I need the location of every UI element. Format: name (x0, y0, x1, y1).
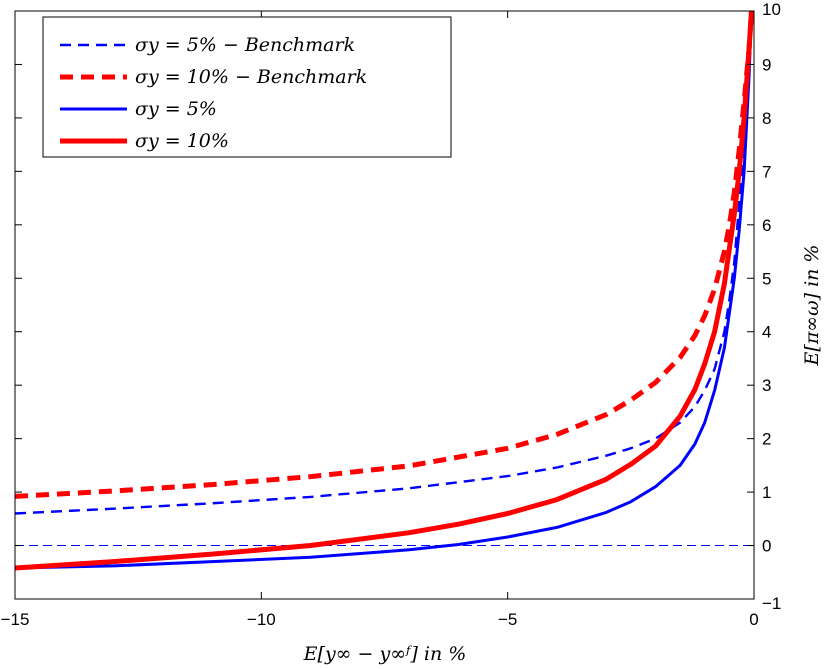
y-tick-label: 4 (762, 323, 771, 342)
series-layer (15, 11, 754, 571)
x-tick-label: −15 (1, 610, 30, 629)
y-tick-label: 6 (762, 216, 771, 235)
x-tick-label: 0 (749, 610, 758, 629)
y-axis-label: E[π∞ω] in % (801, 245, 823, 367)
x-tick-label: −10 (247, 610, 276, 629)
y-tick-label: 8 (762, 109, 771, 128)
y-tick-label: 7 (762, 162, 771, 181)
y-tick-label: 3 (762, 376, 771, 395)
y-tick-label: 2 (762, 430, 771, 449)
y-tick-label: 0 (762, 537, 771, 556)
y-tick-label: 9 (762, 55, 771, 74)
y-tick-label: −1 (762, 594, 781, 613)
plot-area (15, 11, 754, 571)
series-line-4 (15, 11, 754, 571)
series-line-3 (15, 11, 753, 570)
legend-label-4: σy = 10% (135, 130, 229, 152)
y-tick-label: 5 (762, 269, 771, 288)
legend-label-2: σy = 10% − Benchmark (135, 66, 367, 88)
legend-label-1: σy = 5% − Benchmark (135, 34, 355, 56)
series-line-1 (15, 11, 753, 515)
legend-label-3: σy = 5% (135, 98, 217, 120)
x-axis-label: E[y∞ − y∞ᶠ] in % (303, 643, 467, 665)
plot-frame (14, 10, 755, 600)
legend-box (42, 16, 452, 158)
series-line-2 (15, 11, 754, 499)
x-tick-label: −5 (498, 610, 517, 629)
y-tick-label: 10 (762, 0, 781, 19)
legend: σy = 5% − Benchmark σy = 10% − Benchmark σ… (42, 16, 452, 158)
y-tick-label: 1 (762, 483, 771, 502)
